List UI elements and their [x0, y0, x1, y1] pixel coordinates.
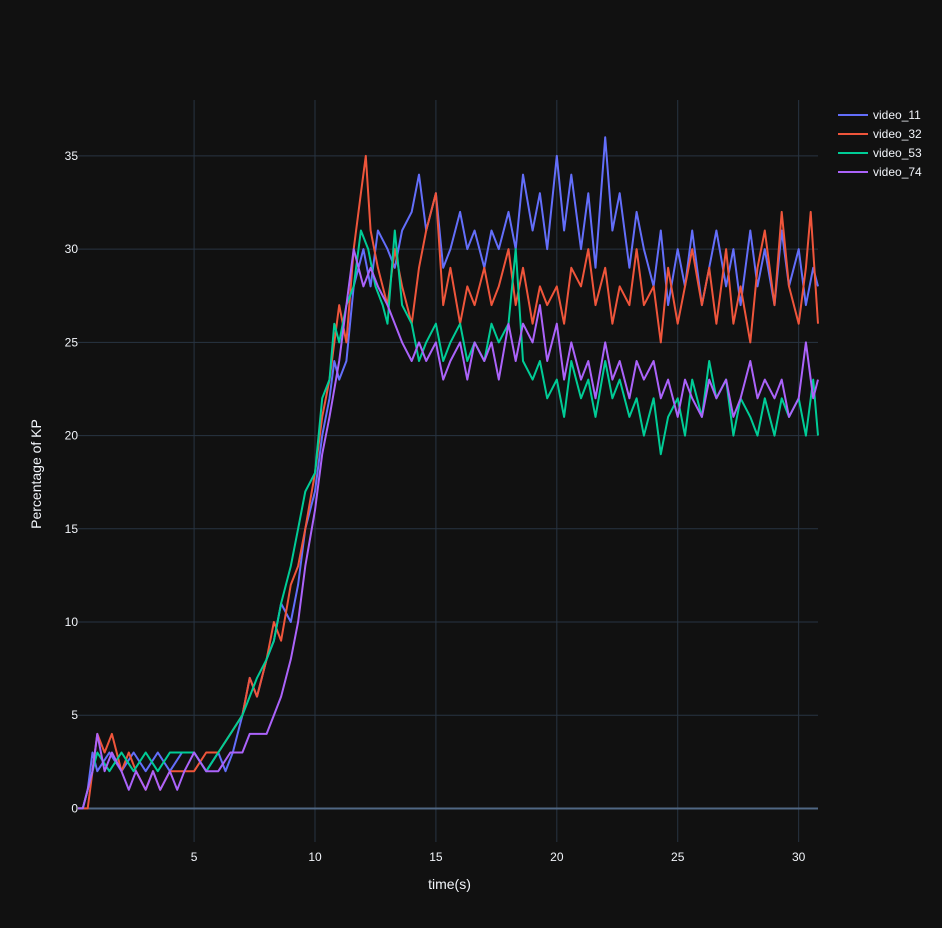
- x-tick-label: 25: [671, 850, 685, 864]
- x-tick-label: 30: [792, 850, 806, 864]
- y-tick-label: 20: [65, 429, 79, 443]
- legend-label: video_74: [873, 165, 922, 179]
- legend-label: video_53: [873, 146, 922, 160]
- legend[interactable]: video_11 video_32 video_53 video_74: [838, 108, 922, 179]
- tick-labels: 5 10 15 20 25 30 0 5 10 15 20 25 30 35: [65, 149, 806, 864]
- x-tick-label: 10: [308, 850, 322, 864]
- series-line-video-74: [78, 248, 819, 810]
- y-tick-label: 10: [65, 615, 79, 629]
- legend-item-video-53[interactable]: video_53: [838, 146, 922, 160]
- legend-item-video-32[interactable]: video_32: [838, 127, 922, 141]
- legend-label: video_11: [873, 108, 921, 122]
- y-axis-title: Percentage of KP: [28, 419, 44, 529]
- y-tick-label: 5: [71, 708, 78, 722]
- legend-label: video_32: [873, 127, 922, 141]
- series-lines: [78, 136, 819, 810]
- x-tick-label: 5: [191, 850, 198, 864]
- x-tick-label: 15: [429, 850, 443, 864]
- legend-item-video-74[interactable]: video_74: [838, 165, 922, 179]
- y-tick-label: 30: [65, 242, 79, 256]
- x-axis-title: time(s): [428, 876, 471, 892]
- x-tick-label: 20: [550, 850, 564, 864]
- y-tick-label: 35: [65, 149, 79, 163]
- y-tick-label: 25: [65, 335, 79, 349]
- y-tick-label: 15: [65, 522, 79, 536]
- y-tick-label: 0: [71, 801, 78, 815]
- series-line-video-32: [78, 154, 819, 810]
- legend-item-video-11[interactable]: video_11: [838, 108, 921, 122]
